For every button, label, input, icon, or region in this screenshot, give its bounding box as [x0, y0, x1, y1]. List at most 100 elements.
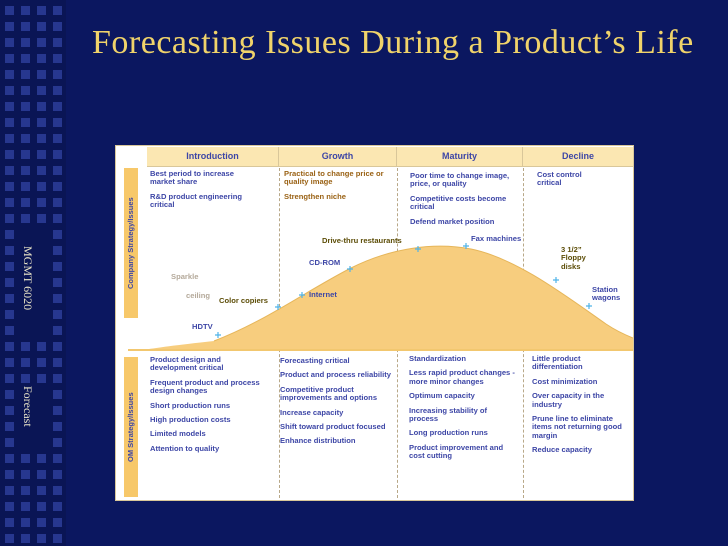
life-cycle-curve [128, 243, 633, 351]
company-col-introduction: Best period to increase market share R&D… [150, 169, 260, 216]
om-intro-item: Attention to quality [150, 443, 220, 453]
decorative-square [37, 134, 46, 143]
decorative-square [53, 518, 62, 527]
decorative-square [37, 38, 46, 47]
decorative-square [53, 502, 62, 511]
label-drive-thru: Drive-thru restaurants [322, 236, 402, 245]
decorative-square [5, 86, 14, 95]
decorative-square [53, 294, 62, 303]
product-life-cycle-table: Introduction Growth Maturity Decline Com… [115, 145, 634, 501]
curve-area [142, 246, 633, 350]
company-col-growth: Practical to change price or quality ima… [284, 169, 392, 207]
decorative-square [21, 102, 30, 111]
decorative-square [21, 470, 30, 479]
decorative-square [37, 214, 46, 223]
decorative-square [53, 406, 62, 415]
decorative-square [53, 390, 62, 399]
label-internet: Internet [309, 290, 337, 299]
decorative-square [37, 118, 46, 127]
om-growth-item: Shift toward product focused [280, 422, 386, 432]
om-maturity-item: Increasing stability of process [409, 405, 488, 424]
om-growth-item: Increase capacity [280, 407, 344, 417]
label-hdtv: HDTV [192, 322, 213, 331]
om-decline-item: Cost minimization [532, 376, 598, 386]
decorative-square [5, 198, 14, 207]
company-intro-item: R&D product engineering critical [150, 191, 242, 210]
decorative-square [37, 54, 46, 63]
decorative-square [53, 230, 62, 239]
decorative-square [5, 134, 14, 143]
marker-drive-thru [415, 246, 421, 252]
decorative-square [37, 518, 46, 527]
om-growth-item: Forecasting critical [280, 356, 350, 365]
decorative-square [21, 454, 30, 463]
company-maturity-item: Defend market position [410, 216, 495, 226]
marker-floppy [553, 277, 559, 283]
decorative-square [5, 310, 14, 319]
decorative-square [5, 534, 14, 543]
om-growth-item: Product and process reliability [280, 370, 391, 380]
company-maturity-item: Poor time to change image, price, or qua… [410, 171, 510, 189]
decorative-square [5, 38, 14, 47]
label-faded-2: ceiling [186, 291, 211, 300]
decorative-square [5, 166, 14, 175]
curve-line [213, 245, 633, 342]
decorative-square [5, 150, 14, 159]
om-col-introduction: Product design and development critical … [150, 355, 262, 459]
decorative-square [53, 150, 62, 159]
marker-cdrom [347, 266, 353, 272]
decorative-square [5, 470, 14, 479]
decorative-square [21, 70, 30, 79]
decorative-square [21, 86, 30, 95]
decorative-square [37, 6, 46, 15]
decorative-square [53, 246, 62, 255]
om-col-decline: Little product differentiation Cost mini… [532, 354, 628, 461]
decorative-square [37, 342, 46, 351]
marker-color-copiers [275, 304, 281, 310]
decorative-square [21, 374, 30, 383]
om-col-maturity: Standardization Less rapid product chang… [409, 354, 517, 467]
side-topic-label: Forecast [21, 386, 35, 427]
stage-header-decline: Decline [523, 147, 633, 167]
decorative-square [21, 518, 30, 527]
decorative-square [53, 182, 62, 191]
om-maturity-item: Product improvement and cost cutting [409, 442, 504, 461]
decorative-square [21, 358, 30, 367]
decorative-square [53, 486, 62, 495]
om-decline-item: Prune line to eliminate items not return… [532, 414, 622, 440]
decorative-square [53, 278, 62, 287]
decorative-square [21, 342, 30, 351]
decorative-square [37, 486, 46, 495]
decorative-square [21, 198, 30, 207]
decorative-square [5, 246, 14, 255]
decorative-square [21, 54, 30, 63]
om-intro-item: Limited models [150, 429, 206, 439]
marker-fax [463, 243, 469, 249]
decorative-square [5, 518, 14, 527]
decorative-square [5, 326, 14, 335]
decorative-square [5, 22, 14, 31]
om-maturity-item: Long production runs [409, 428, 488, 438]
decorative-square [21, 150, 30, 159]
decorative-square [53, 118, 62, 127]
decorative-square [53, 374, 62, 383]
decorative-square [37, 502, 46, 511]
company-col-decline: Cost control critical [537, 170, 607, 194]
decorative-square [5, 262, 14, 271]
decorative-square [53, 310, 62, 319]
decorative-square [5, 486, 14, 495]
om-intro-item: Product design and development critical [150, 355, 224, 373]
decorative-square [53, 134, 62, 143]
label-cdrom: CD-ROM [309, 258, 341, 267]
decorative-square [5, 406, 14, 415]
marker-internet [299, 292, 305, 298]
decorative-square [5, 6, 14, 15]
decorative-square [21, 486, 30, 495]
decorative-square [53, 534, 62, 543]
decorative-square [21, 22, 30, 31]
om-intro-item: High production costs [150, 415, 231, 425]
decorative-square [21, 502, 30, 511]
marker-station-wagons [586, 303, 592, 309]
decorative-square [21, 182, 30, 191]
om-maturity-item: Less rapid product changes - more minor … [409, 368, 515, 386]
